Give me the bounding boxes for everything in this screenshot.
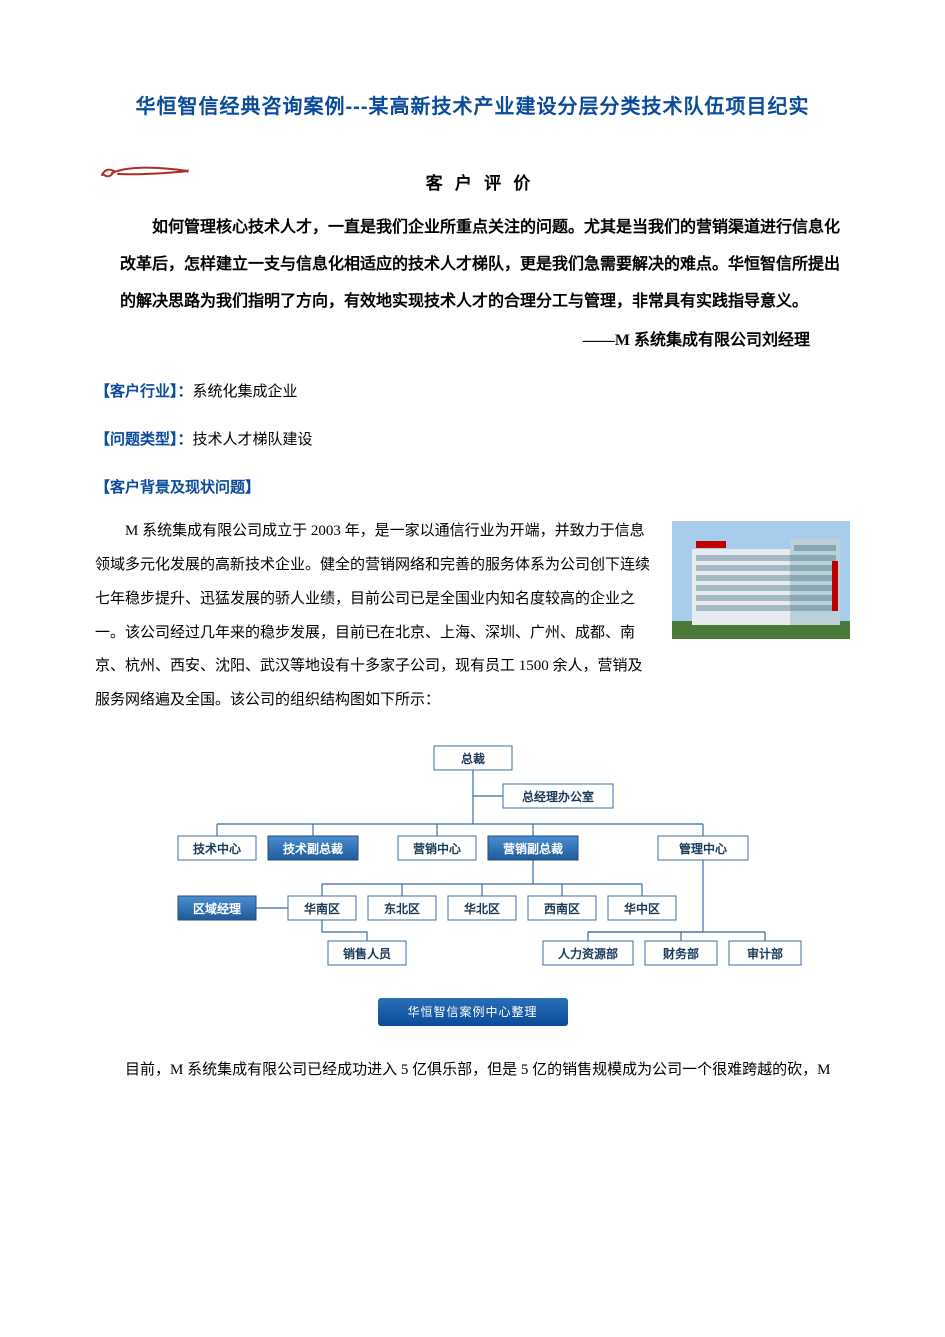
review-heading: 客 户 评 价 (120, 169, 840, 194)
svg-text:华中区: 华中区 (623, 901, 659, 916)
org-node-r_hz: 华中区 (608, 896, 676, 920)
svg-text:华南区: 华南区 (303, 901, 339, 916)
issue-label: 【问题类型】： (95, 431, 193, 448)
svg-text:管理中心: 管理中心 (678, 841, 726, 856)
review-body: 如何管理核心技术人才，一直是我们企业所重点关注的问题。尤其是当我们的营销渠道进行… (120, 210, 840, 320)
industry-row: 【客户行业】：系统化集成企业 (95, 380, 850, 404)
footer-badge: 华恒智信案例中心整理 (378, 998, 568, 1026)
svg-text:东北区: 东北区 (383, 901, 419, 916)
svg-text:审计部: 审计部 (746, 946, 782, 961)
industry-value: 系统化集成企业 (193, 384, 298, 400)
section-heading: 【客户背景及现状问题】 (95, 476, 850, 497)
org-node-ceo: 总裁 (434, 746, 512, 770)
org-node-sales: 销售人员 (328, 941, 406, 965)
org-node-mkt_vp: 营销副总裁 (488, 836, 578, 860)
svg-text:营销中心: 营销中心 (412, 841, 460, 856)
svg-text:总裁: 总裁 (460, 751, 484, 766)
svg-text:技术中心: 技术中心 (192, 841, 240, 856)
org-node-hr: 人力资源部 (543, 941, 633, 965)
org-node-fin: 财务部 (645, 941, 717, 965)
page-title: 华恒智信经典咨询案例---某高新技术产业建设分层分类技术队伍项目纪实 (95, 90, 850, 119)
industry-label: 【客户行业】： (95, 383, 193, 400)
svg-text:华北区: 华北区 (463, 901, 499, 916)
svg-text:总经理办公室: 总经理办公室 (521, 789, 593, 804)
bottom-paragraph: 目前，M 系统集成有限公司已经成功进入 5 亿俱乐部，但是 5 亿的销售规模成为… (95, 1054, 850, 1087)
svg-text:西南区: 西南区 (543, 901, 579, 916)
svg-text:技术副总裁: 技术副总裁 (282, 841, 342, 856)
scroll-ornament-icon (100, 161, 190, 186)
org-node-r_db: 东北区 (368, 896, 436, 920)
org-node-mgmt_ctr: 管理中心 (658, 836, 748, 860)
org-node-r_hb: 华北区 (448, 896, 516, 920)
svg-text:区域经理: 区域经理 (192, 901, 240, 916)
org-chart: 总裁总经理办公室技术中心 技术副总裁 营销中心 营销副总裁 管理中心区域经理 华南区 东北区… (123, 736, 823, 1026)
org-node-tech_vp: 技术副总裁 (268, 836, 358, 860)
org-node-r_xn: 西南区 (528, 896, 596, 920)
review-signature: ——M 系统集成有限公司刘经理 (120, 326, 840, 350)
customer-review-block: 客 户 评 价 如何管理核心技术人才，一直是我们企业所重点关注的问题。尤其是当我… (95, 169, 850, 350)
org-node-reg_mgr: 区域经理 (178, 896, 256, 920)
org-node-gm_office: 总经理办公室 (503, 784, 613, 808)
issue-value: 技术人才梯队建设 (193, 432, 313, 448)
building-photo (672, 521, 850, 639)
org-node-audit: 审计部 (729, 941, 801, 965)
svg-text:财务部: 财务部 (661, 946, 698, 961)
svg-text:营销副总裁: 营销副总裁 (502, 841, 562, 856)
background-paragraph: M 系统集成有限公司成立于 2003 年，是一家以通信行业为开端，并致力于信息领… (95, 515, 654, 718)
org-node-mkt_ctr: 营销中心 (398, 836, 476, 860)
org-node-r_hn: 华南区 (288, 896, 356, 920)
issue-row: 【问题类型】：技术人才梯队建设 (95, 428, 850, 452)
svg-text:人力资源部: 人力资源部 (557, 946, 617, 961)
svg-text:销售人员: 销售人员 (342, 946, 390, 961)
org-node-tech_ctr: 技术中心 (178, 836, 256, 860)
